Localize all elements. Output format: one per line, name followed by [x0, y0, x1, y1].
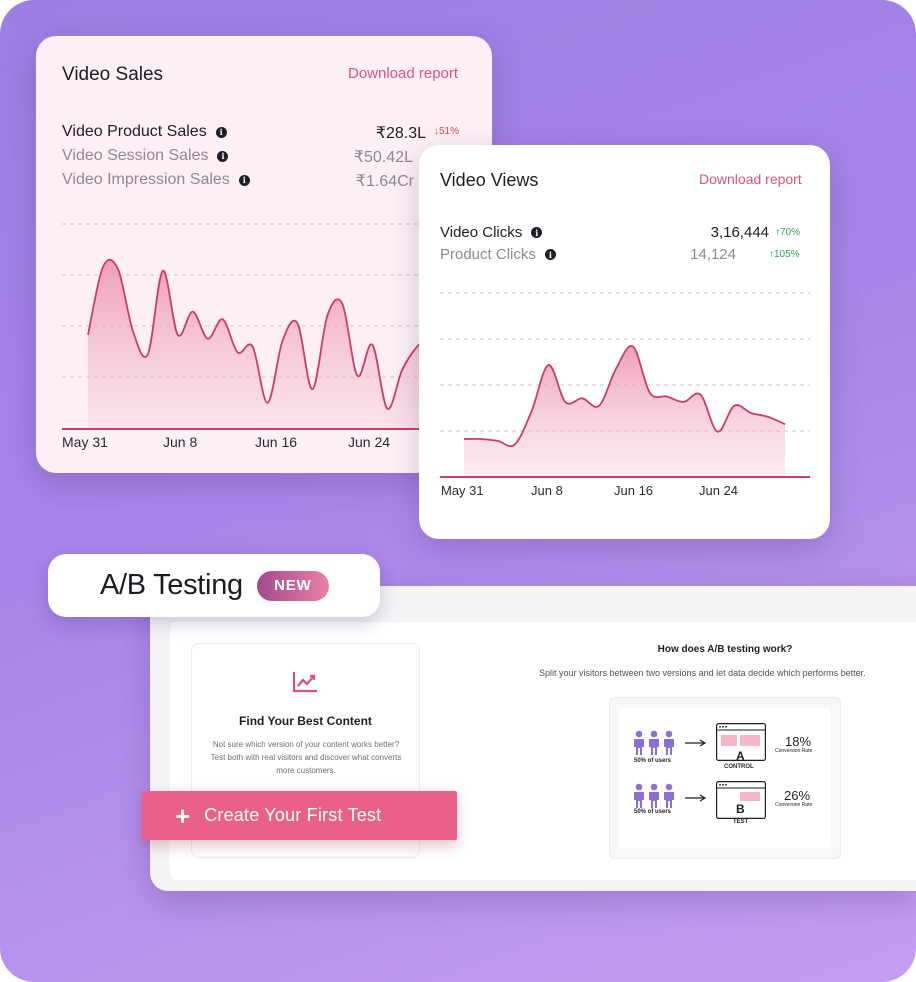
arrow-down-icon: ↓ [434, 126, 439, 137]
area-fill [464, 345, 785, 476]
ab-testing-header-pill: A/B Testing NEW [48, 554, 380, 617]
users-share-label: 50% of users [634, 758, 672, 764]
users-group-icon [634, 783, 674, 808]
x-tick: Jun 24 [699, 483, 739, 498]
arrow-up-icon: ↑ [775, 227, 780, 238]
metric-label: Product Clicks [440, 246, 536, 263]
x-tick: Jun 16 [255, 434, 298, 450]
x-tick: Jun 16 [614, 483, 654, 498]
users-share-label: 50% of users [634, 809, 672, 815]
test-variant-letter: B [736, 802, 745, 816]
arrow-right-icon [685, 739, 707, 747]
video-sales-download-report-link[interactable]: Download report [348, 65, 459, 82]
x-tick: May 31 [62, 434, 108, 450]
metric-label: Video Product Sales [62, 123, 207, 140]
users-group-icon [634, 730, 674, 755]
info-icon[interactable]: i [544, 249, 556, 260]
metric-delta: ↓51% [434, 126, 460, 137]
metric-value: ₹28.3L [375, 125, 426, 142]
video-views-title: Video Views [440, 170, 539, 190]
control-rate-label: Conversion Rate [775, 748, 813, 754]
x-tick: Jun 8 [531, 483, 563, 498]
test-page-icon [716, 781, 766, 819]
trend-chart-icon [292, 672, 317, 693]
how-it-works-subtitle: Split your visitors between two versions… [539, 668, 866, 678]
area-fill [88, 259, 492, 428]
find-content-title: Find Your Best Content [239, 714, 372, 728]
video-session-sales-row: Video Session Sales i [62, 147, 229, 165]
video-sales-card: Video Sales Download report Video Produc… [36, 36, 492, 473]
metric-delta: ↑70% [775, 227, 801, 238]
x-tick: Jun 24 [348, 434, 391, 450]
ab-testing-title: A/B Testing [100, 569, 243, 601]
info-icon[interactable]: i [238, 174, 250, 186]
product-clicks-row: Product Clicks i [440, 246, 556, 263]
metric-label: Video Session Sales [62, 147, 209, 164]
video-product-sales-row: Video Product Sales i [62, 123, 227, 141]
control-variant-letter: A [736, 749, 745, 763]
plus-icon: + [175, 800, 191, 831]
info-icon[interactable]: i [531, 227, 543, 238]
metric-label: Video Impression Sales [62, 171, 230, 188]
metric-delta: ↑105% [769, 249, 800, 260]
test-label: TEST [733, 819, 749, 825]
arrow-up-icon: ↑ [769, 249, 774, 260]
metric-label: Video Clicks [440, 224, 523, 241]
video-sales-title: Video Sales [62, 64, 164, 85]
video-impression-sales-row: Video Impression Sales i [62, 171, 250, 189]
metric-value: ₹1.64Cr [355, 173, 414, 190]
new-badge: NEW [256, 570, 329, 601]
create-first-test-label: Create Your First Test [204, 805, 382, 825]
how-it-works-title: How does A/B testing work? [657, 644, 793, 655]
x-tick: Jun 8 [163, 434, 198, 450]
video-clicks-row: Video Clicks i [440, 224, 543, 241]
arrow-right-icon [685, 794, 707, 802]
create-first-test-button[interactable]: + Create Your First Test [142, 791, 457, 840]
test-rate-label: Conversion Rate [775, 802, 813, 808]
control-label: CONTROL [724, 764, 754, 770]
metric-value: ₹50.42L [353, 149, 413, 166]
control-rate: 18% [785, 734, 812, 749]
metric-value: 3,16,444 [710, 224, 769, 241]
info-icon[interactable]: i [215, 126, 227, 138]
video-views-download-report-link[interactable]: Download report [699, 171, 802, 187]
find-content-description: Not sure which version of your content w… [210, 740, 402, 775]
metric-value: 14,124 [690, 246, 736, 263]
video-views-card: Video Views Download report Video Clicks… [419, 145, 830, 539]
test-rate: 26% [784, 788, 811, 803]
series-line [463, 344, 786, 448]
info-icon[interactable]: i [217, 150, 229, 162]
control-page-icon [716, 723, 766, 761]
video-views-chart [440, 292, 810, 478]
x-tick: May 31 [441, 483, 484, 498]
